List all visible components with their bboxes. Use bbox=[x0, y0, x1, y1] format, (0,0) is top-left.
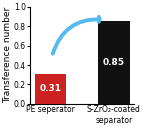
Bar bbox=[35, 74, 66, 104]
Text: 0.31: 0.31 bbox=[40, 84, 62, 93]
Y-axis label: Transference number: Transference number bbox=[3, 7, 12, 103]
Bar bbox=[98, 22, 130, 104]
Text: 0.85: 0.85 bbox=[103, 58, 125, 67]
